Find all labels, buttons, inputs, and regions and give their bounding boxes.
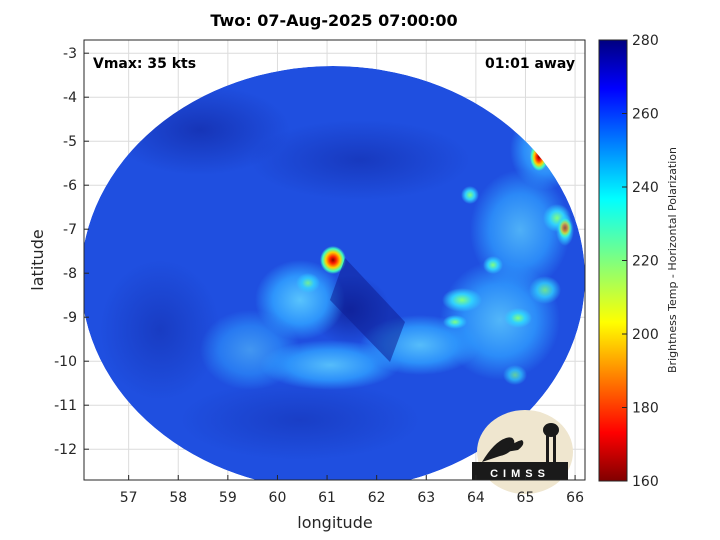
y-axis-ticks: -3 -4 -5 -6 -7 -8 -9 -10 -11 -12 <box>54 46 89 458</box>
y-tick-label: -12 <box>54 442 77 458</box>
x-axis-ticks: 57 58 59 60 61 62 63 64 65 66 <box>120 475 584 506</box>
y-tick-label: -5 <box>63 134 77 150</box>
y-axis-title: latitude <box>28 229 47 290</box>
y-tick-label: -11 <box>54 398 77 414</box>
x-axis-title: longitude <box>297 513 372 532</box>
x-tick-label: 63 <box>417 490 435 506</box>
x-tick-label: 66 <box>566 490 584 506</box>
colorbar-tick-label: 200 <box>632 327 659 343</box>
y-tick-label: -10 <box>54 354 77 370</box>
colorbar-tick-label: 240 <box>632 180 659 196</box>
cimss-logo: CIMSS <box>472 410 573 494</box>
cimss-logo-text: CIMSS <box>490 468 550 480</box>
colorbar-tick-label: 260 <box>632 107 659 123</box>
plot-frame <box>83 39 586 481</box>
colorbar-tick-label: 180 <box>632 401 659 417</box>
colorbar-title: Brightness Temp - Horizontal Polarizatio… <box>666 147 679 373</box>
colorbar: 280 260 240 220 200 180 160 Brightness Temp - … <box>598 33 679 490</box>
vmax-annotation: Vmax: 35 kts <box>93 56 196 72</box>
x-tick-label: 65 <box>517 490 535 506</box>
y-tick-label: -7 <box>63 222 77 238</box>
colorbar-tick-label: 280 <box>632 33 659 49</box>
y-tick-label: -3 <box>63 46 77 62</box>
x-tick-label: 59 <box>219 490 237 506</box>
x-tick-label: 60 <box>269 490 287 506</box>
x-tick-label: 61 <box>318 490 336 506</box>
x-tick-label: 62 <box>368 490 386 506</box>
map-title: Two: 07-Aug-2025 07:00:00 <box>210 11 458 30</box>
x-tick-label: 57 <box>120 490 138 506</box>
y-tick-label: -8 <box>63 266 77 282</box>
x-tick-label: 64 <box>467 490 485 506</box>
colorbar-tick-label: 160 <box>632 474 659 490</box>
microwave-swath <box>84 66 585 480</box>
y-tick-label: -6 <box>63 178 77 194</box>
colorbar-ticks: 280 260 240 220 200 180 160 <box>622 33 659 490</box>
x-tick-label: 58 <box>169 490 187 506</box>
y-tick-label: -4 <box>63 90 77 106</box>
colorbar-tick-label: 220 <box>632 254 659 270</box>
time-away-annotation: 01:01 away <box>485 56 575 72</box>
y-tick-label: -9 <box>63 310 77 326</box>
